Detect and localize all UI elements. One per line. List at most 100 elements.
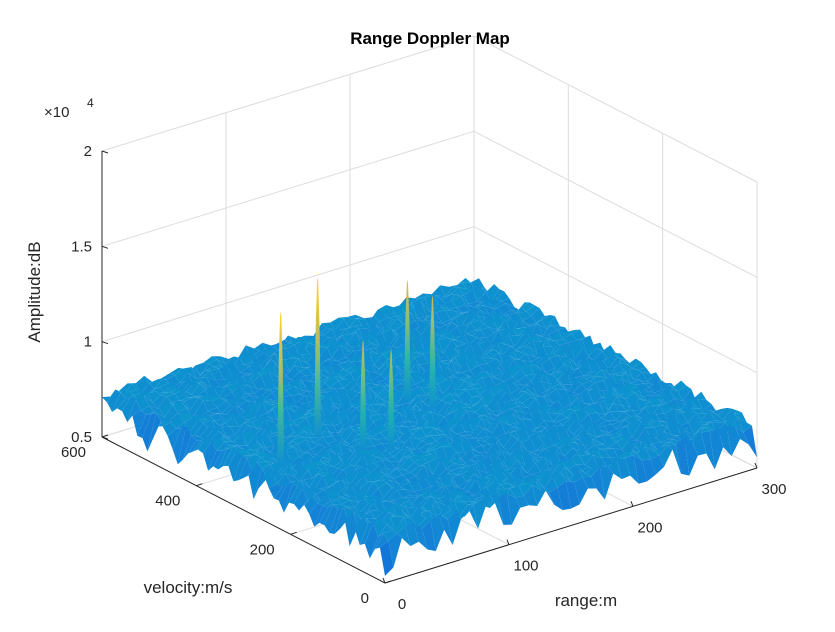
surface-cell <box>576 397 590 411</box>
surface-cell <box>470 402 484 413</box>
surface-cell <box>464 402 479 408</box>
surface-cell <box>450 332 464 340</box>
surface-cell <box>191 435 205 441</box>
surface-cell <box>652 441 666 450</box>
surface-cell <box>383 487 398 499</box>
surface-cell <box>632 423 646 441</box>
surface-cell <box>314 505 328 527</box>
surface-cell <box>411 298 425 308</box>
surface-cell <box>301 379 315 388</box>
surface-cell <box>238 351 253 365</box>
surface-cell <box>540 440 555 450</box>
surface-cell <box>392 334 407 348</box>
surface-cell <box>424 294 439 313</box>
surface-cell <box>686 429 700 440</box>
surface-cell <box>154 378 168 389</box>
surface-cell <box>324 424 339 433</box>
surface-cell <box>519 338 533 348</box>
surface-cell <box>456 322 471 337</box>
surface-cell <box>726 425 741 457</box>
surface-cell <box>260 353 275 365</box>
surface-cell <box>309 474 323 491</box>
surface-cell <box>453 282 468 290</box>
surface-cell <box>484 473 499 484</box>
surface-cell <box>669 409 683 422</box>
surface-cell <box>309 503 323 527</box>
surface-cell <box>206 395 221 402</box>
surface-cell <box>220 414 234 426</box>
surface-cell <box>557 392 572 409</box>
surface-cell <box>583 368 597 376</box>
surface-cell <box>314 436 329 445</box>
surface-cell <box>640 423 654 428</box>
surface-cell <box>563 378 577 392</box>
surface-cell <box>248 385 263 394</box>
grid-line <box>101 35 475 152</box>
surface-cell <box>445 287 459 297</box>
surface-cell <box>362 363 376 374</box>
surface-cell <box>633 434 648 447</box>
surface-cell <box>294 386 309 395</box>
surface-cell <box>645 405 660 419</box>
surface-cell <box>306 439 320 450</box>
surface-cell <box>279 335 294 347</box>
surface-cell <box>166 393 180 402</box>
surface-cell <box>397 363 412 372</box>
surface-cell <box>375 364 390 375</box>
surface-cell <box>245 448 259 456</box>
surface-cell <box>329 441 344 455</box>
surface-cell <box>331 344 346 361</box>
surface-cell <box>501 488 516 504</box>
surface-cell <box>385 456 399 463</box>
surface-cell <box>515 410 530 420</box>
surface-cell <box>462 282 476 292</box>
surface-cell <box>533 452 548 461</box>
surface-cell <box>569 404 584 411</box>
surface-cell <box>368 479 382 483</box>
surface-cell <box>576 440 590 453</box>
surface-cell <box>186 426 200 437</box>
surface-cell <box>317 493 332 506</box>
surface-cell <box>461 435 475 439</box>
surface-cell <box>189 397 204 415</box>
surface-cell <box>579 391 594 404</box>
surface-cell <box>344 471 359 486</box>
surface-cell <box>480 310 495 319</box>
surface-cell <box>478 465 492 480</box>
surface-cell <box>468 417 482 433</box>
surface-cell <box>334 449 349 457</box>
surface-cell <box>205 366 219 371</box>
surface-cell <box>476 477 490 493</box>
surface-cell <box>310 488 325 495</box>
z-exponent-power: 4 <box>87 96 94 110</box>
surface-cell <box>603 352 618 370</box>
surface-cell <box>221 445 236 451</box>
surface-cell <box>334 426 349 438</box>
surface-cell <box>586 444 600 456</box>
surface-cell <box>382 350 396 360</box>
surface-cell <box>448 404 462 414</box>
surface-cell <box>365 396 379 405</box>
surface-cell <box>393 510 408 517</box>
surface-cell <box>281 343 295 349</box>
surface-cell <box>466 388 481 398</box>
surface-cell <box>335 318 349 330</box>
surface-cell <box>578 388 592 395</box>
surface-cell <box>477 337 491 344</box>
surface-cell <box>628 386 643 397</box>
surface-cell <box>189 378 204 383</box>
surface-cell <box>437 503 451 518</box>
surface-cell <box>535 420 550 429</box>
surface-cell <box>630 438 644 447</box>
surface-cell <box>296 348 310 356</box>
surface-cell <box>394 406 408 419</box>
surface-cell <box>304 474 318 488</box>
surface-cell <box>441 376 455 389</box>
surface-cell <box>552 472 566 488</box>
surface-cell <box>412 427 427 439</box>
surface-cell <box>267 425 281 434</box>
surface-cell <box>564 425 578 439</box>
surface-cell <box>610 362 624 376</box>
surface-cell <box>216 380 231 389</box>
